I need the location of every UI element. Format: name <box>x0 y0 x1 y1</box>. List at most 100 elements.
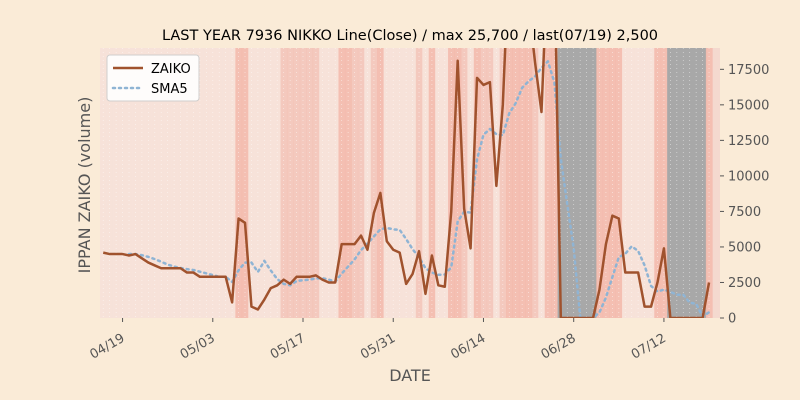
background-band <box>364 48 372 318</box>
background-band <box>145 48 152 318</box>
background-band <box>680 48 687 318</box>
legend: ZAIKO SMA5 <box>106 54 200 102</box>
background-band <box>325 48 333 318</box>
background-band <box>158 48 165 318</box>
y-tick-label: 17500 <box>728 63 769 78</box>
background-band <box>583 48 591 318</box>
background-band <box>132 48 140 318</box>
background-band <box>660 48 668 318</box>
y-tick-label: 12500 <box>728 134 769 149</box>
background-band <box>396 48 404 318</box>
background-band <box>512 48 520 318</box>
background-band <box>170 48 178 318</box>
x-axis-label: DATE <box>389 366 431 385</box>
background-band <box>615 48 623 318</box>
y-tick-label: 10000 <box>728 169 769 184</box>
x-tick-label: 07/12 <box>629 331 669 363</box>
background-band <box>274 48 281 318</box>
background-band <box>699 48 707 318</box>
background-band <box>125 48 133 318</box>
background-band <box>551 48 558 318</box>
background-band <box>299 48 307 318</box>
background-band <box>576 48 584 318</box>
background-band <box>370 48 378 318</box>
background-band <box>525 48 533 318</box>
background-band <box>415 48 423 318</box>
background-band <box>357 48 365 318</box>
background-band <box>351 48 359 318</box>
background-band <box>531 48 539 318</box>
background-band <box>119 48 127 318</box>
background-band <box>261 48 268 318</box>
background-band <box>228 48 236 318</box>
background-band <box>383 48 391 318</box>
y-axis-label: IPPAN ZAIKO (volume) <box>75 97 94 274</box>
background-band <box>596 48 604 318</box>
background-band <box>422 48 430 318</box>
plot-area: 0 2500 5000 7500 10000 12500 15000 17500 04/19 05… <box>87 48 769 363</box>
background-band <box>241 48 249 318</box>
background-band <box>518 48 526 318</box>
background-band <box>312 48 320 318</box>
x-tick-label: 05/31 <box>358 331 398 363</box>
background-band <box>319 48 326 318</box>
background-band <box>667 48 674 318</box>
x-tick-label: 05/17 <box>268 331 308 363</box>
background-bands <box>100 48 713 318</box>
background-band <box>164 48 172 318</box>
background-band <box>280 48 288 318</box>
background-band <box>589 48 597 318</box>
chart-title: LAST YEAR 7936 NIKKO Line(Close) / max 2… <box>162 28 658 44</box>
background-band <box>306 48 314 318</box>
background-band <box>641 48 649 318</box>
series-lines <box>102 48 711 318</box>
background-band <box>138 48 146 318</box>
background-band <box>654 48 662 318</box>
background-band <box>177 48 185 318</box>
background-band <box>106 48 114 318</box>
background-band <box>293 48 301 318</box>
y-tick-label: 0 <box>728 312 736 327</box>
background-band <box>544 48 552 318</box>
background-band <box>377 48 384 318</box>
background-band <box>409 48 417 318</box>
background-band <box>441 48 449 318</box>
background-band <box>647 48 655 318</box>
x-tick-label: 06/28 <box>539 331 579 363</box>
background-band <box>435 48 442 318</box>
background-band <box>622 48 629 318</box>
background-band <box>332 48 339 318</box>
background-band <box>705 48 713 318</box>
background-band <box>480 48 488 318</box>
background-band <box>506 48 513 318</box>
background-band <box>673 48 681 318</box>
background-band <box>628 48 636 318</box>
background-band <box>190 48 198 318</box>
legend-label-zaiko: ZAIKO <box>151 62 191 77</box>
background-band <box>151 48 159 318</box>
background-band <box>183 48 191 318</box>
background-band <box>686 48 694 318</box>
background-band <box>460 48 468 318</box>
background-band <box>454 48 462 318</box>
background-band <box>216 48 223 318</box>
background-band <box>557 48 565 318</box>
background-band <box>402 48 410 318</box>
background-band <box>338 48 346 318</box>
background-band <box>267 48 275 318</box>
background-band <box>634 48 642 318</box>
background-band <box>100 48 107 318</box>
background-band <box>248 48 256 318</box>
background-band <box>473 48 481 318</box>
background-band <box>254 48 262 318</box>
background-band <box>564 48 571 318</box>
x-tick-label: 05/03 <box>178 331 218 363</box>
background-band <box>467 48 475 318</box>
background-band <box>196 48 204 318</box>
background-band <box>692 48 700 318</box>
background-band <box>209 48 217 318</box>
background-band <box>235 48 243 318</box>
background-band <box>203 48 210 318</box>
background-band <box>344 48 352 318</box>
